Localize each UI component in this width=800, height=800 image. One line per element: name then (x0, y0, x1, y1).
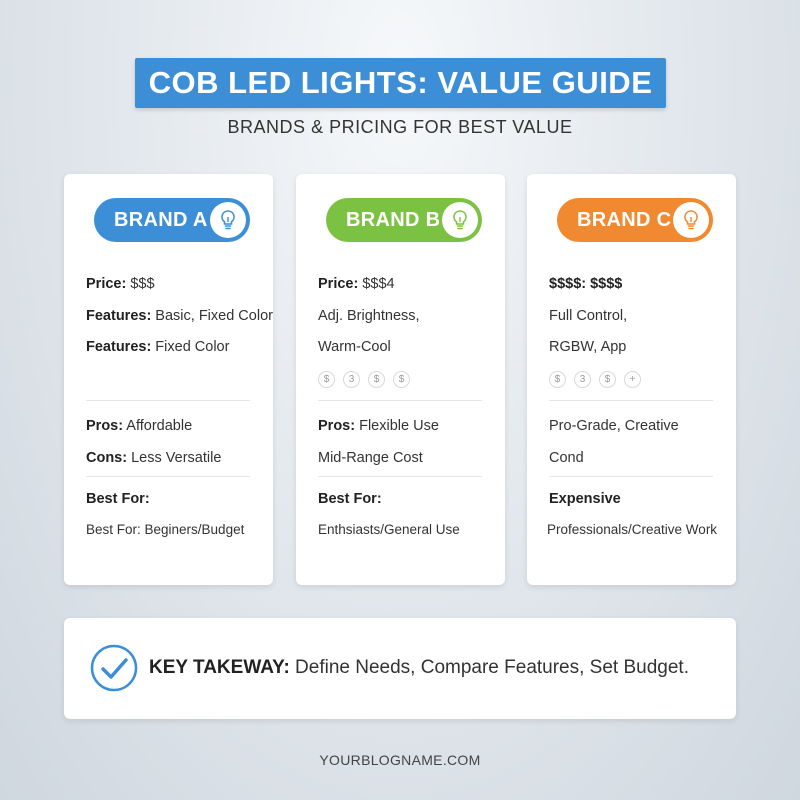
divider (86, 476, 250, 477)
brand-a-pill: BRAND A (94, 198, 250, 242)
brand-a-best-text: Best For: Beginers/Budget (86, 522, 245, 537)
coin-icon: 3 (574, 371, 591, 388)
brand-c-pros: Pro-Grade, Creative (549, 418, 679, 434)
brand-a-pros: Pros: Affordable (86, 418, 193, 434)
brand-card-a: BRAND A Price: $$$ Features: Basic, Fixe… (64, 174, 273, 585)
brand-c-cons: Cond (549, 450, 584, 466)
coin-icon: $ (549, 371, 566, 388)
title-banner: COB LED LIGHTS: VALUE GUIDE (135, 58, 666, 108)
brand-c-best-text: Professionals/Creative Work (547, 522, 718, 537)
brand-a-features-2: Features: Fixed Color (86, 339, 230, 355)
key-takeaway-panel: KEY TAKEWAY: Define Needs, Compare Featu… (64, 618, 736, 719)
brand-b-pill: BRAND B (326, 198, 482, 242)
divider (318, 476, 482, 477)
brand-card-c: BRAND C $$$$: $$$$ Full Control, RGBW, A… (527, 174, 736, 585)
coin-icon: + (624, 371, 641, 388)
brand-b-price-coins: $ 3 $ $ (318, 371, 410, 388)
divider (86, 400, 250, 401)
divider (549, 400, 713, 401)
lightbulb-icon (673, 202, 709, 238)
key-takeaway-text: KEY TAKEWAY: Define Needs, Compare Featu… (149, 657, 689, 678)
brand-b-name: BRAND B (346, 208, 441, 231)
brand-a-cons: Cons: Less Versatile (86, 450, 222, 466)
brand-a-features-1: Features: Basic, Fixed Color (86, 308, 273, 324)
brand-c-features-1: Full Control, (549, 308, 628, 324)
brand-c-name: BRAND C (577, 208, 672, 231)
coin-icon: $ (599, 371, 616, 388)
coin-icon: $ (368, 371, 385, 388)
coin-icon: $ (393, 371, 410, 388)
brand-a-best-label: Best For: (86, 491, 150, 507)
brand-a-name: BRAND A (114, 208, 208, 231)
brand-a-price: Price: $$$ (86, 276, 155, 292)
coin-icon: 3 (343, 371, 360, 388)
brand-b-features-2: Warm-Cool (318, 339, 391, 355)
checkmark-circle-icon (89, 643, 139, 693)
brand-c-features-2: RGBW, App (549, 339, 627, 355)
brand-c-best-label: Expensive (549, 491, 621, 507)
lightbulb-icon (210, 202, 246, 238)
brand-card-b: BRAND B Price: $$$4 Adj. Brightness, War… (296, 174, 505, 585)
brand-b-features-1: Adj. Brightness, (318, 308, 420, 324)
brand-c-pill: BRAND C (557, 198, 713, 242)
brand-b-pros: Pros: Flexible Use (318, 418, 439, 434)
divider (318, 400, 482, 401)
coin-icon: $ (318, 371, 335, 388)
page-title: COB LED LIGHTS: VALUE GUIDE (148, 65, 653, 100)
page-subtitle: BRANDS & PRICING FOR BEST VALUE (227, 117, 573, 137)
lightbulb-icon (442, 202, 478, 238)
brand-b-price: Price: $$$4 (318, 276, 395, 292)
brand-c-price-coins: $ 3 $ + (549, 371, 641, 388)
divider (549, 476, 713, 477)
brand-b-cons: Mid-Range Cost (318, 450, 423, 466)
footer-site-name: YOURBLOGNAME.COM (319, 752, 481, 768)
brand-b-best-label: Best For: (318, 491, 382, 507)
brand-b-best-text: Enthsiasts/General Use (318, 522, 460, 537)
brand-c-price: $$$$: $$$$ (549, 276, 623, 292)
